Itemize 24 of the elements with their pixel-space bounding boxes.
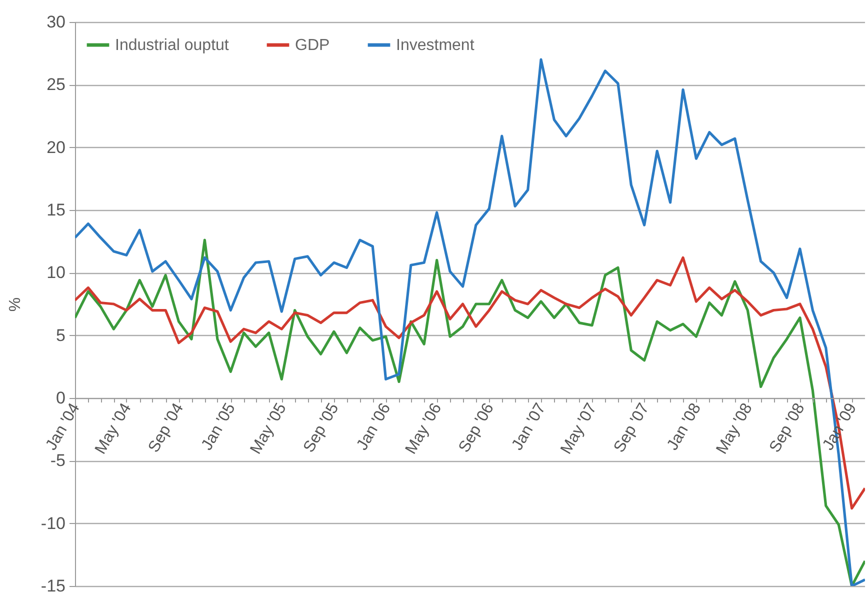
legend-label: Industrial ouptut (115, 37, 230, 54)
y-tick-label: 10 (46, 263, 66, 282)
y-axis-title: % (6, 297, 24, 312)
x-tick-label: Sep '04 (145, 400, 188, 456)
y-tick-label: -10 (40, 514, 66, 533)
y-tick-label: 20 (46, 138, 66, 157)
y-tick-label: 0 (56, 388, 66, 408)
y-tick-label: 25 (46, 75, 66, 94)
x-tick-label: Sep '06 (456, 400, 498, 456)
x-tick-label: Jan '05 (198, 400, 239, 454)
legend-label: Investment (396, 37, 475, 54)
y-tick-label: 15 (46, 200, 66, 220)
x-tick-label: Jan '06 (354, 400, 394, 454)
x-tick-label: Sep '05 (300, 400, 342, 456)
x-tick-label: Jan '09 (820, 400, 860, 454)
y-tick-label: 30 (46, 12, 66, 32)
y-tick-label: -15 (40, 576, 66, 596)
legend-label: GDP (295, 37, 330, 54)
y-tick-label: -5 (50, 451, 66, 470)
x-tick-label: Jan '07 (509, 400, 550, 454)
x-tick-label: Jan '08 (664, 400, 705, 454)
y-tick-label: 5 (56, 326, 66, 345)
x-tick-label: Sep '08 (766, 400, 808, 456)
x-tick-label: Sep '07 (611, 400, 653, 456)
